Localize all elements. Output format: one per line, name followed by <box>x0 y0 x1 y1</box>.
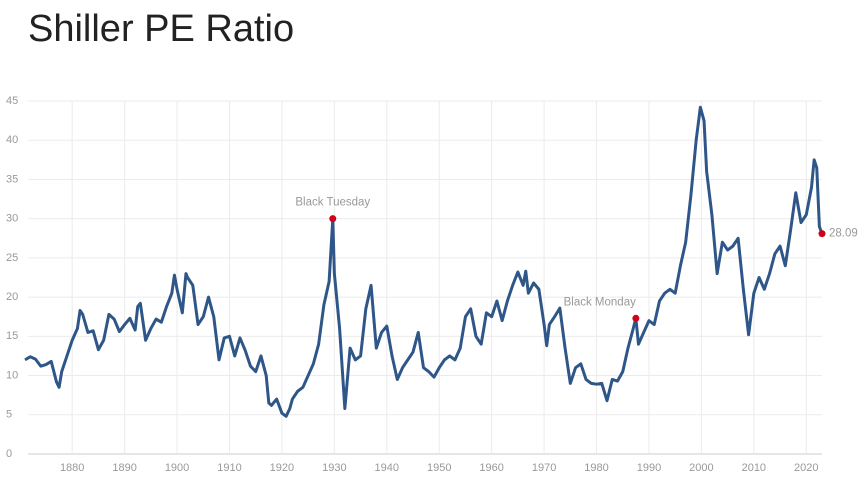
x-tick-label: 1940 <box>375 462 399 474</box>
series-line <box>24 105 824 418</box>
y-tick-label: 20 <box>6 291 18 303</box>
y-tick-label: 35 <box>6 173 18 185</box>
x-tick-label: 1930 <box>322 462 346 474</box>
chart-title: Shiller PE Ratio <box>28 8 294 50</box>
annotation-label: Black Monday <box>564 296 636 308</box>
y-tick-label: 25 <box>6 252 18 264</box>
annotation-label: Black Tuesday <box>295 197 370 209</box>
x-tick-label: 1890 <box>112 462 136 474</box>
y-tick-label: 45 <box>6 95 18 107</box>
x-tick-label: 1900 <box>165 462 189 474</box>
y-tick-label: 15 <box>6 330 18 342</box>
x-tick-label: 1980 <box>584 462 608 474</box>
x-tick-label: 1970 <box>532 462 556 474</box>
end-value-label: 28.09 <box>829 228 858 240</box>
x-tick-label: 1990 <box>637 462 661 474</box>
x-tick-label: 1950 <box>427 462 451 474</box>
y-tick-label: 0 <box>6 448 12 460</box>
x-tick-label: 1960 <box>479 462 503 474</box>
x-tick-label: 1920 <box>270 462 294 474</box>
x-tick-label: 2020 <box>794 462 818 474</box>
annotation-point <box>632 314 640 322</box>
y-tick-label: 5 <box>6 409 12 421</box>
y-tick-label: 30 <box>6 213 18 225</box>
x-tick-label: 1910 <box>217 462 241 474</box>
x-tick-label: 2010 <box>742 462 766 474</box>
x-tick-label: 2000 <box>689 462 713 474</box>
x-tick-label: 1880 <box>60 462 84 474</box>
y-tick-label: 10 <box>6 369 18 381</box>
annotation-point <box>329 215 337 223</box>
y-tick-label: 40 <box>6 134 18 146</box>
end-point <box>818 230 826 238</box>
